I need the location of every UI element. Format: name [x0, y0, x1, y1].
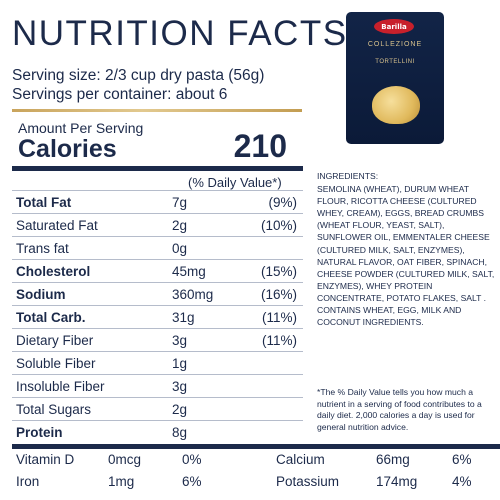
gold-divider: [12, 109, 302, 112]
nutrient-amount: 2g: [172, 218, 188, 233]
nutrient-daily-value: (10%): [260, 218, 297, 233]
nutrient-amount: 1g: [172, 356, 188, 371]
brand-logo: Barilla: [374, 19, 414, 34]
nutrient-row: Insoluble Fiber 3g: [12, 374, 303, 397]
nutrient-label: Saturated Fat: [16, 218, 98, 233]
nutrient-row: Cholesterol 45mg (15%): [12, 259, 303, 282]
potassium-label: Potassium: [276, 474, 340, 489]
daily-value-footnote: *The % Daily Value tells you how much a …: [317, 387, 482, 432]
nutrient-row: Sodium 360mg (16%): [12, 282, 303, 305]
potassium-dv: 4%: [452, 474, 472, 489]
nutrient-label: Total Carb.: [16, 310, 86, 325]
nutrient-row: Total Sugars 2g: [12, 397, 303, 420]
calories-label: Calories: [18, 135, 117, 163]
calcium-dv: 6%: [452, 452, 472, 467]
nutrient-amount: 360mg: [172, 287, 214, 302]
vitamins-divider: [12, 444, 500, 449]
ingredients-block: INGREDIENTS: SEMOLINA (WHEAT), DURUM WHE…: [317, 170, 495, 328]
nutrient-row: Total Carb. 31g (11%): [12, 305, 303, 328]
nutrient-label: Trans fat: [16, 241, 69, 256]
nutrient-label: Soluble Fiber: [16, 356, 96, 371]
page-title: NUTRITION FACTS: [12, 14, 348, 53]
daily-value-header: (% Daily Value*): [188, 175, 282, 190]
nutrient-row: Soluble Fiber 1g: [12, 351, 303, 374]
nutrient-label: Sodium: [16, 287, 66, 302]
ingredients-text: SEMOLINA (WHEAT), DURUM WHEAT FLOUR, RIC…: [317, 184, 495, 328]
nutrient-table: Total Fat 7g (9%) Saturated Fat 2g (10%) Trans…: [12, 190, 303, 443]
iron-dv: 6%: [182, 474, 202, 489]
vitamin-d-label: Vitamin D: [16, 452, 75, 467]
nutrient-daily-value: (16%): [260, 287, 297, 302]
calcium-amount: 66mg: [376, 452, 410, 467]
vitamin-d-amount: 0mcg: [108, 452, 142, 467]
calories-value: 210: [233, 128, 287, 164]
nutrient-label: Dietary Fiber: [16, 333, 94, 348]
calcium-label: Calcium: [276, 452, 325, 467]
nutrient-label: Total Sugars: [16, 402, 92, 417]
calories-divider: [12, 166, 303, 171]
nutrient-amount: 3g: [172, 379, 188, 394]
vitamin-d-dv: 0%: [182, 452, 202, 467]
tortellini-image: [372, 86, 420, 124]
potassium-amount: 174mg: [376, 474, 418, 489]
nutrient-amount: 8g: [172, 425, 188, 440]
nutrient-daily-value: (11%): [261, 333, 297, 348]
nutrient-amount: 2g: [172, 402, 188, 417]
nutrient-daily-value: (11%): [261, 310, 297, 325]
nutrient-row: Trans fat 0g: [12, 236, 303, 259]
nutrient-amount: 7g: [172, 195, 188, 210]
nutrient-amount: 31g: [172, 310, 195, 325]
product-package-image: Barilla COLLEZIONE TORTELLINI: [346, 12, 444, 144]
nutrient-amount: 3g: [172, 333, 188, 348]
amount-per-serving-label: Amount Per Serving: [18, 120, 144, 136]
nutrient-row: Protein 8g: [12, 420, 303, 443]
ingredients-title: INGREDIENTS:: [317, 171, 379, 181]
nutrient-label: Total Fat: [16, 195, 72, 210]
nutrient-label: Cholesterol: [16, 264, 91, 279]
nutrient-amount: 0g: [172, 241, 188, 256]
nutrient-amount: 45mg: [172, 264, 206, 279]
nutrient-label: Insoluble Fiber: [16, 379, 105, 394]
iron-amount: 1mg: [108, 474, 135, 489]
package-line-name: COLLEZIONE: [367, 41, 423, 48]
nutrient-row: Dietary Fiber 3g (11%): [12, 328, 303, 351]
package-product-name: TORTELLINI: [375, 59, 415, 65]
nutrient-daily-value: (9%): [268, 195, 297, 210]
nutrient-label: Protein: [16, 425, 63, 440]
servings-per-container: Servings per container: about 6: [12, 86, 228, 103]
serving-size: Serving size: 2/3 cup dry pasta (56g): [12, 67, 265, 84]
nutrient-row: Saturated Fat 2g (10%): [12, 213, 303, 236]
iron-label: Iron: [16, 474, 40, 489]
nutrient-row: Total Fat 7g (9%): [12, 190, 303, 213]
nutrient-daily-value: (15%): [260, 264, 297, 279]
